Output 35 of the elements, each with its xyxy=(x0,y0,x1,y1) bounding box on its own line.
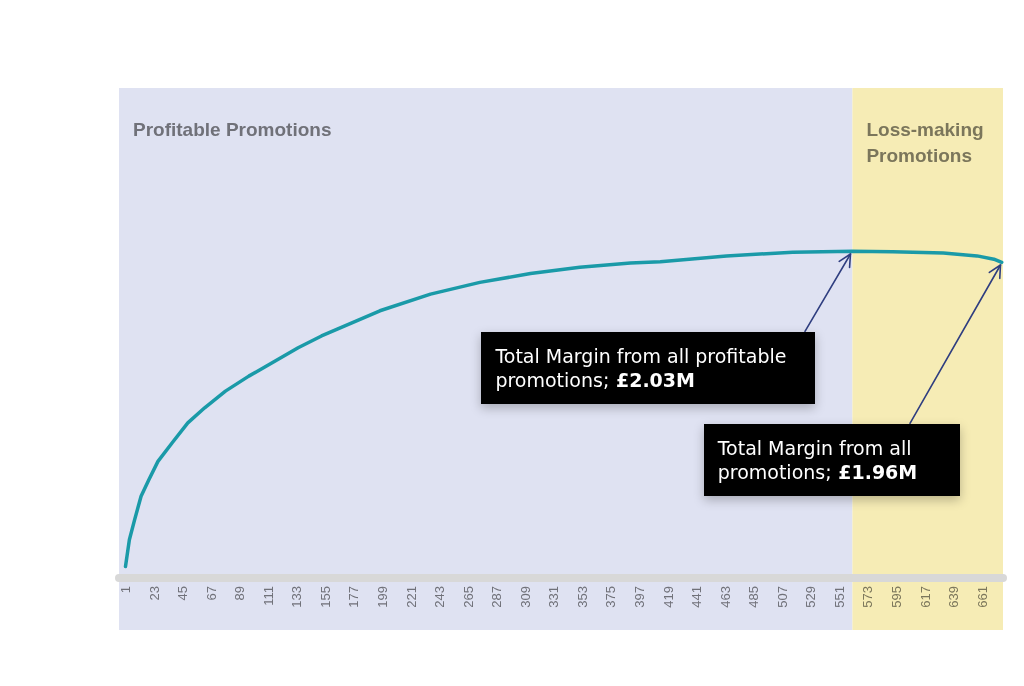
x-tick-label: 639 xyxy=(946,586,962,608)
x-tick-label: 1 xyxy=(117,586,133,594)
x-tick-label: 463 xyxy=(717,586,733,608)
band-label: Profitable Promotions xyxy=(133,118,332,140)
x-tick-label: 133 xyxy=(289,586,305,608)
x-tick-label: 287 xyxy=(489,586,505,608)
x-tick-label: 397 xyxy=(632,586,648,608)
x-tick-label: 155 xyxy=(317,586,333,608)
x-tick-label: 199 xyxy=(375,586,391,608)
x-tick-label: 23 xyxy=(146,586,162,601)
x-tick-label: 111 xyxy=(260,586,276,606)
x-tick-label: 485 xyxy=(746,586,762,608)
annotation: Total Margin from all profitable promotions; £2.03M xyxy=(481,332,816,405)
x-tick-label: 419 xyxy=(660,586,676,608)
x-tick-label: 45 xyxy=(175,586,191,601)
x-tick-label: 331 xyxy=(546,586,562,608)
x-tick-label: 617 xyxy=(917,586,933,608)
x-tick-label: 507 xyxy=(774,586,790,608)
x-tick-label: 595 xyxy=(889,586,905,608)
x-tick-label: 67 xyxy=(203,586,219,601)
x-tick-label: 375 xyxy=(603,586,619,608)
x-tick-label: 265 xyxy=(460,586,476,608)
x-tick-label: 243 xyxy=(432,586,448,608)
x-tick-label: 221 xyxy=(403,586,419,608)
x-tick-label: 353 xyxy=(574,586,590,608)
x-tick-label: 573 xyxy=(860,586,876,608)
x-tick-label: 177 xyxy=(346,586,362,608)
x-tick-label: 441 xyxy=(689,586,705,608)
x-tick-label: 529 xyxy=(803,586,819,608)
x-tick-label: 661 xyxy=(974,586,990,608)
x-tick-label: 89 xyxy=(232,586,248,601)
band-label: Loss-making Promotions xyxy=(866,118,984,166)
annotation: Total Margin from all promotions; £1.96M xyxy=(703,424,960,497)
x-tick-label: 309 xyxy=(517,586,533,608)
x-tick-label: 551 xyxy=(831,586,847,608)
